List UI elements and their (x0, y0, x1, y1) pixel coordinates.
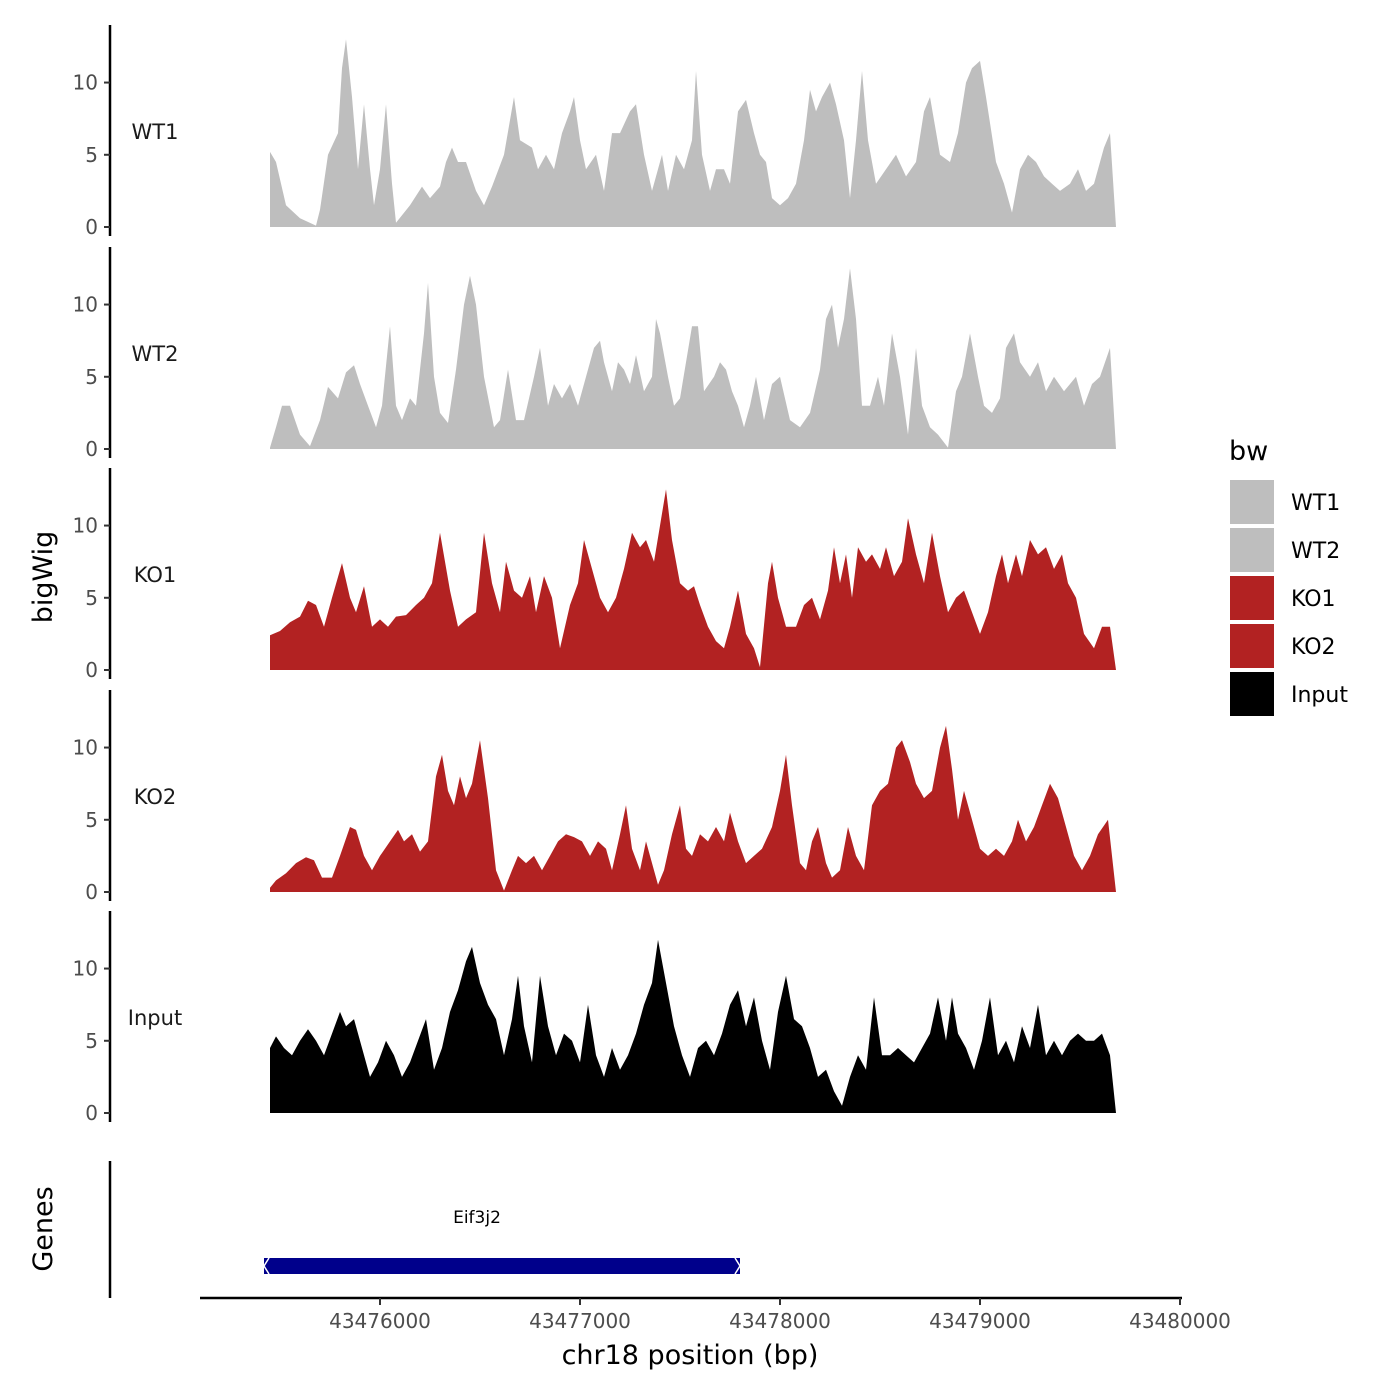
legend-label: KO1 (1291, 587, 1336, 612)
coverage-area-wt1 (270, 39, 1116, 228)
y-tick-label: 0 (85, 658, 98, 682)
gene-track: Eif3j2 (108, 1161, 741, 1298)
track-ko2: 0 5 10 KO2 (73, 690, 1116, 904)
legend-label: Input (1291, 683, 1348, 708)
gene-eif3j2: Eif3j2 (263, 1208, 741, 1275)
legend-swatch (1230, 672, 1274, 716)
x-tick-label: 43478000 (729, 1309, 831, 1333)
y-tick-label: 10 (73, 71, 98, 95)
legend-item-ko2: KO2 (1230, 624, 1336, 668)
strand-arrow (734, 1257, 741, 1275)
y-tick-label: 5 (85, 143, 98, 167)
coverage-tracks: 0 5 10 WT1 0 5 10 WT2 0 5 10 KO1 0 5 10 KO2 0 5 10 Input (73, 25, 1116, 1125)
y-tick-label: 10 (73, 736, 98, 760)
y-tick-label: 0 (85, 880, 98, 904)
track-input: 0 5 10 Input (73, 911, 1116, 1125)
track-label: KO1 (134, 563, 177, 587)
x-axis-title: chr18 position (bp) (562, 1340, 819, 1371)
x-axis: 43476000 43477000 43478000 43479000 43480000 (200, 1296, 1231, 1333)
legend-title: bw (1229, 436, 1268, 467)
y-axis-title: bigWig (28, 531, 59, 624)
strand-arrow (263, 1257, 270, 1275)
y-tick-label: 0 (85, 1101, 98, 1125)
gene-label: Eif3j2 (453, 1208, 501, 1228)
track-ko1: 0 5 10 KO1 (73, 468, 1116, 682)
x-tick-label: 43479000 (929, 1309, 1031, 1333)
legend-swatch (1230, 624, 1274, 668)
legend-swatch (1230, 480, 1274, 524)
legend-item-wt1: WT1 (1230, 480, 1340, 524)
y-tick-label: 0 (85, 437, 98, 461)
legend-swatch (1230, 528, 1274, 572)
track-wt2: 0 5 10 WT2 (73, 247, 1116, 461)
legend-label: WT1 (1291, 491, 1340, 516)
y-tick-label: 10 (73, 293, 98, 317)
legend-item-wt2: WT2 (1230, 528, 1340, 572)
track-label: WT2 (132, 342, 179, 366)
y-tick-label: 5 (85, 586, 98, 610)
legend-item-ko1: KO1 (1230, 576, 1336, 620)
coverage-area-ko2 (270, 725, 1116, 892)
y-tick-label: 10 (73, 957, 98, 981)
legend: WT1 WT2 KO1 KO2 Input (1230, 480, 1348, 716)
x-tick-label: 43477000 (529, 1309, 631, 1333)
legend-label: KO2 (1291, 635, 1336, 660)
legend-label: WT2 (1291, 539, 1340, 564)
legend-item-input: Input (1230, 672, 1348, 716)
y-tick-label: 5 (85, 365, 98, 389)
x-tick-label: 43480000 (1129, 1309, 1231, 1333)
track-label: WT1 (132, 120, 179, 144)
y-tick-label: 5 (85, 1029, 98, 1053)
y-tick-label: 5 (85, 808, 98, 832)
track-wt1: 0 5 10 WT1 (73, 25, 1116, 239)
track-label: Input (128, 1006, 182, 1030)
x-tick-label: 43476000 (329, 1309, 431, 1333)
coverage-area-input (270, 939, 1116, 1113)
coverage-area-wt2 (270, 268, 1116, 449)
y-tick-label: 0 (85, 215, 98, 239)
track-label: KO2 (134, 785, 177, 809)
y-tick-label: 10 (73, 514, 98, 538)
gene-body (264, 1258, 740, 1274)
coverage-area-ko1 (270, 489, 1116, 670)
legend-swatch (1230, 576, 1274, 620)
genes-axis-title: Genes (28, 1186, 59, 1271)
